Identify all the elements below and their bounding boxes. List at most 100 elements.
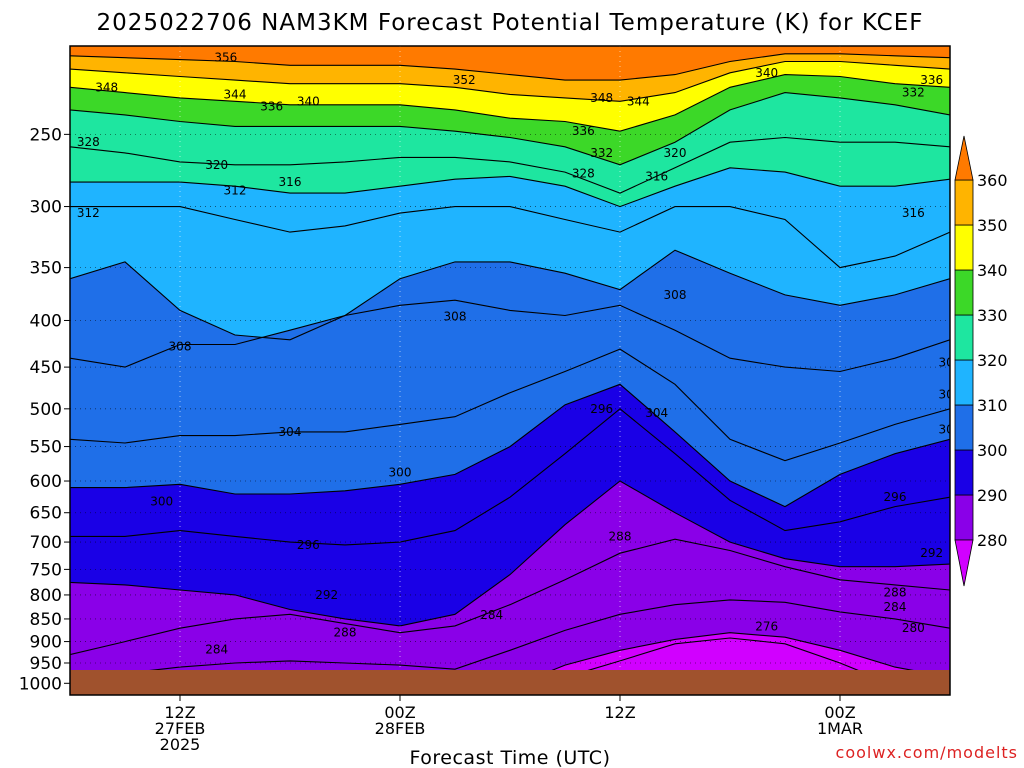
- contour-label: 312: [224, 183, 247, 197]
- contour-label: 296: [297, 538, 320, 552]
- contour-label: 336: [260, 99, 283, 113]
- contour-line-304: [70, 348, 950, 462]
- contour-label: 284: [205, 642, 228, 656]
- contour-label: 280: [902, 621, 925, 635]
- x-tick-label: 2025: [160, 735, 201, 754]
- y-tick-label: 750: [30, 560, 62, 580]
- x-axis-title: Forecast Time (UTC): [410, 747, 611, 768]
- y-tick-label: 400: [30, 311, 62, 331]
- contour-label: 320: [205, 158, 228, 172]
- contour-line-308: [70, 299, 950, 373]
- contour-label: 296: [590, 402, 613, 416]
- contour-line-296: [70, 408, 950, 546]
- colorbar-segment: [954, 404, 974, 451]
- colorbar-segment: [954, 314, 974, 361]
- y-axis: 250 300 350 400 450 500 550 600 650 700 750 800 850 9…: [19, 125, 70, 694]
- contour-label: 308: [664, 288, 687, 302]
- colorbar-top-arrow: [954, 135, 974, 181]
- colorbar-tick-label: 350: [977, 216, 1008, 235]
- contour-label: 344: [627, 94, 650, 108]
- contour-label: 316: [279, 175, 302, 189]
- contour-line-300: [70, 383, 950, 508]
- credit-link[interactable]: coolwx.com/modelts: [836, 743, 1018, 762]
- contour-label: 304: [645, 406, 668, 420]
- contour-line-344: [70, 74, 950, 132]
- contour-label: 328: [77, 135, 100, 149]
- contour-line-284: [70, 599, 950, 678]
- colorbar-tick-label: 280: [977, 531, 1008, 550]
- contour-label: 288: [609, 529, 632, 543]
- y-tick-label: 1000: [19, 674, 62, 694]
- y-tick-label: 950: [30, 654, 62, 674]
- contour-fills: [70, 46, 950, 695]
- x-tick-label: 12Z: [604, 703, 635, 722]
- colorbar-tick-label: 330: [977, 306, 1008, 325]
- contour-label: 348: [95, 80, 118, 94]
- contour-line-320: [70, 167, 950, 208]
- y-tick-label: 300: [30, 198, 62, 218]
- y-tick-label: 800: [30, 586, 62, 606]
- y-tick-label: 350: [30, 259, 62, 279]
- y-tick-label: 900: [30, 633, 62, 653]
- contour-label: 332: [902, 86, 925, 100]
- x-tick-label: 12Z: [164, 703, 195, 722]
- y-tick-label: 250: [30, 125, 62, 145]
- colorbar-tick-label: 290: [977, 486, 1008, 505]
- contour-label: 288: [334, 626, 357, 640]
- contour-line-288: [70, 538, 950, 656]
- contour-label: 288: [884, 585, 907, 599]
- contour-label: 312: [77, 206, 100, 220]
- contour-label: 340: [297, 94, 320, 108]
- contour-label: 284: [480, 608, 503, 622]
- contour-label: 348: [590, 91, 613, 105]
- ground-surface: [70, 670, 950, 695]
- y-tick-label: 850: [30, 610, 62, 630]
- x-tick-label: 00Z: [824, 703, 855, 722]
- x-tick-label: 28FEB: [375, 719, 426, 738]
- colorbar-tick-label: 300: [977, 441, 1008, 460]
- contour-label: 320: [664, 146, 687, 160]
- y-tick-label: 650: [30, 504, 62, 524]
- y-tick-label: 450: [30, 358, 62, 378]
- colorbar-segment: [954, 179, 974, 226]
- contour-line-352: [70, 60, 950, 102]
- colorbar-segment: [954, 224, 974, 271]
- colorbar-bottom-arrow: [954, 539, 974, 587]
- contour-line-356: [70, 53, 950, 81]
- contour-label: 316: [902, 206, 925, 220]
- contour-label: 352: [453, 73, 476, 87]
- contour-label: 308: [444, 309, 467, 323]
- x-tick-label: 00Z: [384, 703, 415, 722]
- chart-title: 2025022706 NAM3KM Forecast Potential Tem…: [97, 10, 924, 36]
- contour-line-312: [70, 249, 950, 341]
- contour-label: 300: [389, 465, 412, 479]
- contour-label: 300: [150, 495, 173, 509]
- colorbar-tick-label: 310: [977, 396, 1008, 415]
- colorbar-tick-label: 340: [977, 261, 1008, 280]
- x-tick-label: 27FEB: [155, 719, 206, 738]
- contour-label: 276: [755, 619, 778, 633]
- y-tick-label: 500: [30, 400, 62, 420]
- contour-label: 340: [755, 66, 778, 80]
- contour-label: 336: [572, 124, 595, 138]
- contour-line-328: [70, 136, 950, 194]
- contour-label: 296: [884, 490, 907, 504]
- contour-label: 304: [279, 425, 302, 439]
- contour-label: 356: [214, 51, 237, 65]
- colorbar-tick-label: 360: [977, 171, 1008, 190]
- contour-line-292: [70, 480, 950, 627]
- colorbar-segment: [954, 359, 974, 406]
- colorbar: 280 290 300 310 320 330 340 350 360: [954, 135, 1008, 587]
- contour-label: 316: [645, 169, 668, 183]
- contour-line-276: [530, 637, 922, 695]
- y-tick-label: 600: [30, 472, 62, 492]
- contour-lines: [70, 53, 950, 695]
- contour-label: 308: [939, 356, 962, 370]
- contour-label: 304: [939, 387, 962, 401]
- contour-label: 328: [572, 167, 595, 181]
- colorbar-tick-label: 320: [977, 351, 1008, 370]
